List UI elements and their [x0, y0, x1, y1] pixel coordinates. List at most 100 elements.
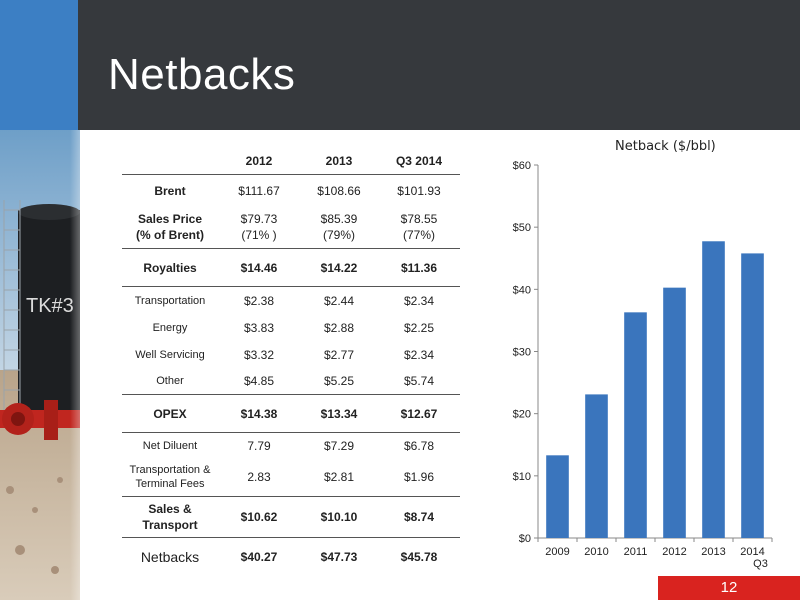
table-cell: $1.96	[378, 458, 460, 497]
table-cell: $45.78	[400, 550, 438, 564]
table-cell: $2.77	[323, 347, 355, 362]
y-tick-label: $60	[513, 160, 531, 172]
y-tick-label: $50	[513, 222, 531, 234]
chart-bar	[624, 312, 647, 538]
table-cell: $111.67	[238, 183, 280, 198]
table-cell: $5.74	[378, 368, 460, 395]
table-cell: $5.25	[300, 368, 378, 395]
row-label-line: (% of Brent)	[136, 228, 204, 242]
table-cell: $14.38	[218, 394, 300, 433]
table-cell: $3.83	[243, 320, 275, 335]
y-tick-label: $0	[519, 533, 531, 545]
cell-value: $85.39	[320, 212, 358, 226]
y-tick-label: $40	[513, 284, 531, 296]
table-row-net-diluent: Net Diluent 7.79 $7.29 $6.78	[122, 433, 460, 459]
oil-tank-photo: TK#3	[0, 130, 80, 600]
row-label-line: Terminal Fees	[135, 478, 205, 490]
header-cell: 2012	[218, 148, 300, 175]
table-cell: $14.46	[218, 248, 300, 287]
cell-pct: (71% )	[241, 228, 277, 242]
row-label: Energy	[152, 321, 188, 334]
chart-bar	[546, 455, 569, 538]
table-cell: $2.38	[243, 293, 275, 308]
table-row-well-servicing: Well Servicing $3.32 $2.77 $2.34	[122, 341, 460, 368]
netbacks-table-container: 2012 2013 Q3 2014 Brent $111.67 $108.66 …	[122, 148, 460, 576]
table-row-transportation: Transportation $2.38 $2.44 $2.34	[122, 287, 460, 315]
tank-label: TK#3	[26, 295, 74, 317]
table-cell: $79.73 (71% )	[218, 206, 300, 249]
row-label: Transportation & Terminal Fees	[122, 458, 218, 497]
row-label: Netbacks	[140, 549, 200, 565]
row-label: Sales & Transport	[122, 496, 218, 538]
table-cell: $10.10	[300, 496, 378, 538]
page-number: 12	[658, 576, 800, 600]
table-cell: $11.36	[378, 248, 460, 287]
row-label: Transportation	[134, 294, 206, 307]
x-tick-label: 2012	[662, 546, 686, 558]
x-tick-label: Q3	[753, 558, 768, 570]
row-label: OPEX	[122, 394, 218, 433]
header-accent-bar	[0, 0, 78, 130]
table-cell: 2.83	[218, 458, 300, 497]
table-cell: $85.39 (79%)	[300, 206, 378, 249]
row-label: Brent	[154, 183, 186, 198]
row-label: Sales Price (% of Brent)	[122, 206, 218, 249]
row-label: Royalties	[122, 248, 218, 287]
table-row-other: Other $4.85 $5.25 $5.74	[122, 368, 460, 395]
x-tick-label: 2010	[584, 546, 608, 558]
table-cell: $2.88	[323, 320, 355, 335]
table-cell: $10.62	[218, 496, 300, 538]
table-row-sales-transport: Sales & Transport $10.62 $10.10 $8.74	[122, 496, 460, 538]
header-cell	[122, 148, 218, 175]
table-row-royalties: Royalties $14.46 $14.22 $11.36	[122, 248, 460, 287]
slide-title: Netbacks	[108, 50, 296, 99]
netbacks-table: 2012 2013 Q3 2014 Brent $111.67 $108.66 …	[122, 148, 460, 576]
chart-bar	[741, 253, 764, 538]
table-cell: $14.22	[300, 248, 378, 287]
table-row-sales-price: Sales Price (% of Brent) $79.73 (71% ) $…	[122, 206, 460, 249]
cell-pct: (79%)	[322, 228, 355, 242]
table-cell: $101.93	[397, 183, 441, 198]
y-tick-label: $30	[513, 347, 531, 359]
table-cell: $8.74	[378, 496, 460, 538]
table-header-row: 2012 2013 Q3 2014	[122, 148, 460, 175]
header-cell: Q3 2014	[378, 148, 460, 175]
chart-bar	[663, 287, 686, 538]
table-cell: $3.32	[243, 347, 275, 362]
table-cell: $6.78	[403, 438, 435, 453]
table-row-opex: OPEX $14.38 $13.34 $12.67	[122, 394, 460, 433]
table-cell: 7.79	[247, 438, 271, 453]
row-label: Other	[122, 368, 218, 395]
x-tick-label: 2014	[740, 546, 764, 558]
header-bar	[78, 0, 800, 130]
table-row-transport-fees: Transportation & Terminal Fees 2.83 $2.8…	[122, 458, 460, 497]
chart-bar	[585, 394, 608, 538]
table-cell: $13.34	[300, 394, 378, 433]
table-cell: $7.29	[323, 438, 355, 453]
table-cell: $108.66	[317, 183, 361, 198]
photo-fade	[70, 130, 100, 600]
table-cell: $2.34	[403, 293, 435, 308]
table-cell: $12.67	[378, 394, 460, 433]
row-label: Net Diluent	[142, 439, 198, 452]
x-tick-label: 2013	[701, 546, 725, 558]
table-cell: $2.34	[403, 347, 435, 362]
chart-title: Netback ($/bbl)	[615, 139, 716, 154]
table-cell: $40.27	[240, 550, 278, 564]
table-cell: $2.44	[323, 293, 355, 308]
header-cell: 2013	[300, 148, 378, 175]
table-row-netbacks: Netbacks $40.27 $47.73 $45.78	[122, 538, 460, 577]
table-cell: $2.25	[403, 320, 435, 335]
table-cell: $78.55 (77%)	[378, 206, 460, 249]
row-label-line: Transportation &	[129, 464, 211, 476]
y-tick-label: $10	[513, 471, 531, 483]
cell-value: $78.55	[400, 212, 438, 226]
chart-bar	[702, 241, 725, 538]
cell-value: $79.73	[240, 212, 278, 226]
row-label-line: Sales &	[148, 502, 192, 516]
x-tick-label: 2009	[545, 546, 569, 558]
row-label-line: Sales Price	[137, 212, 203, 226]
cell-pct: (77%)	[402, 228, 435, 242]
table-cell: $47.73	[320, 550, 358, 564]
table-cell: $2.81	[300, 458, 378, 497]
